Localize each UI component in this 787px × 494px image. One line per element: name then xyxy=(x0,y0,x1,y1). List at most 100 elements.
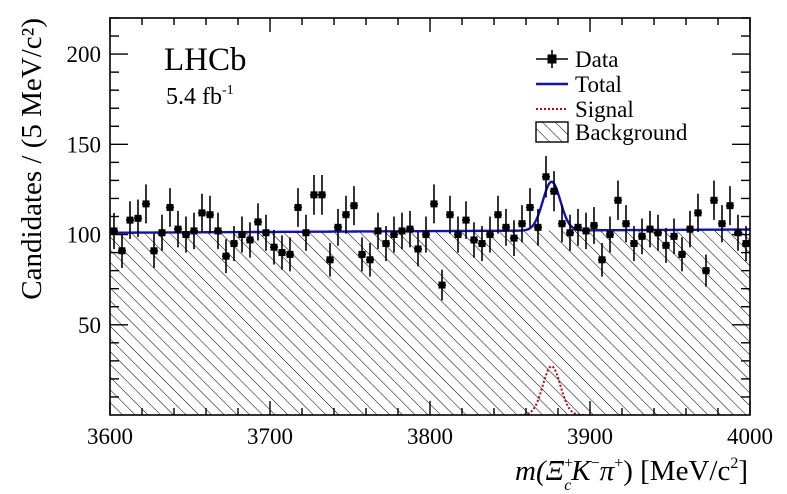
data-point xyxy=(182,216,190,253)
data-point xyxy=(214,212,222,250)
data-point xyxy=(646,210,654,248)
data-point xyxy=(382,226,390,262)
data-point xyxy=(174,210,182,248)
data-point xyxy=(734,214,742,251)
luminosity-label: 5.4 fb-1 xyxy=(166,83,234,110)
data-point xyxy=(454,216,462,253)
x-axis-label: m(Ξ+ cK−π+) [MeV/c2] xyxy=(515,455,748,494)
data-point xyxy=(702,254,710,287)
x-tick-label: 3700 xyxy=(247,424,293,449)
data-point xyxy=(542,156,550,198)
data-point xyxy=(670,218,678,255)
data-point xyxy=(366,243,374,277)
x-tick-label: 3600 xyxy=(87,424,133,449)
legend-total-label: Total xyxy=(575,72,622,97)
data-point xyxy=(694,193,702,233)
data-point xyxy=(166,188,174,227)
x-tick-label: 3900 xyxy=(567,424,613,449)
y-tick-label: 50 xyxy=(78,313,101,338)
data-point xyxy=(726,186,734,226)
data-point xyxy=(502,208,510,246)
data-points xyxy=(110,156,750,301)
data-point xyxy=(638,218,646,255)
data-point xyxy=(438,269,446,301)
data-point xyxy=(422,216,430,253)
data-point xyxy=(486,216,494,253)
data-point xyxy=(342,195,350,234)
data-point xyxy=(462,201,470,239)
legend-background: Background xyxy=(535,120,688,145)
data-point xyxy=(598,243,606,277)
data-point xyxy=(662,227,670,263)
data-point xyxy=(582,212,590,250)
data-point xyxy=(118,233,126,268)
data-point xyxy=(518,205,526,243)
luminosity-value: 5.4 fb xyxy=(166,84,222,110)
legend-signal-label: Signal xyxy=(575,97,634,122)
data-point xyxy=(534,208,542,246)
data-point xyxy=(270,229,278,265)
x-tick-labels: 3600 3700 3800 3900 4000 xyxy=(87,424,773,449)
legend: Data Total Signal Background xyxy=(535,47,688,145)
data-point xyxy=(134,199,142,238)
data-point xyxy=(414,231,422,267)
x-label-mass: m(Ξ xyxy=(515,455,565,487)
data-point xyxy=(590,207,598,244)
x-label-xi-sub: c xyxy=(564,477,571,494)
experiment-label: LHCb xyxy=(164,42,247,78)
legend-data-label: Data xyxy=(575,47,618,72)
x-label-kaon-charge: − xyxy=(591,455,600,472)
data-point xyxy=(334,208,342,246)
legend-data: Data xyxy=(536,47,618,72)
data-point xyxy=(150,233,158,268)
data-point xyxy=(686,210,694,248)
data-point xyxy=(622,205,630,243)
data-point xyxy=(718,205,726,243)
data-point xyxy=(294,188,302,227)
x-tick-label: 4000 xyxy=(727,424,773,449)
data-point xyxy=(478,226,486,262)
data-point xyxy=(606,216,614,253)
x-label-pion: π xyxy=(600,455,616,487)
data-point xyxy=(238,216,246,253)
data-point xyxy=(350,186,358,226)
data-point xyxy=(230,226,238,262)
data-point xyxy=(326,243,334,277)
background-area xyxy=(110,229,750,415)
y-tick-label: 100 xyxy=(67,223,102,248)
data-point xyxy=(198,193,206,233)
data-point xyxy=(566,214,574,251)
legend-signal: Signal xyxy=(536,97,634,122)
data-point xyxy=(126,201,134,239)
data-point xyxy=(254,203,262,241)
data-point xyxy=(526,188,534,227)
data-point xyxy=(246,222,254,258)
total-fit-curve xyxy=(110,180,750,234)
data-point xyxy=(358,237,366,272)
y-tick-label: 150 xyxy=(67,132,102,157)
legend-total: Total xyxy=(536,72,622,97)
x-label-close: ] xyxy=(738,455,748,487)
data-point xyxy=(430,184,438,224)
data-point xyxy=(286,237,294,272)
x-tick-label: 3800 xyxy=(407,424,453,449)
data-point xyxy=(158,214,166,251)
data-point xyxy=(110,212,118,249)
luminosity-exponent: -1 xyxy=(222,83,234,98)
data-point xyxy=(550,171,558,212)
data-point xyxy=(614,180,622,220)
data-point xyxy=(398,212,406,250)
data-point xyxy=(630,226,638,262)
data-point xyxy=(494,195,502,234)
data-point xyxy=(654,214,662,251)
y-axis-label: Candidates / (5 MeV/c²) xyxy=(16,18,48,300)
data-point xyxy=(558,205,566,243)
data-point xyxy=(470,222,478,258)
data-point xyxy=(678,237,686,272)
data-point xyxy=(510,220,518,257)
x-label-units: ) [MeV/c xyxy=(623,455,730,487)
legend-background-label: Background xyxy=(575,120,688,145)
x-label-kaon: K xyxy=(570,455,592,487)
data-point xyxy=(446,195,454,234)
